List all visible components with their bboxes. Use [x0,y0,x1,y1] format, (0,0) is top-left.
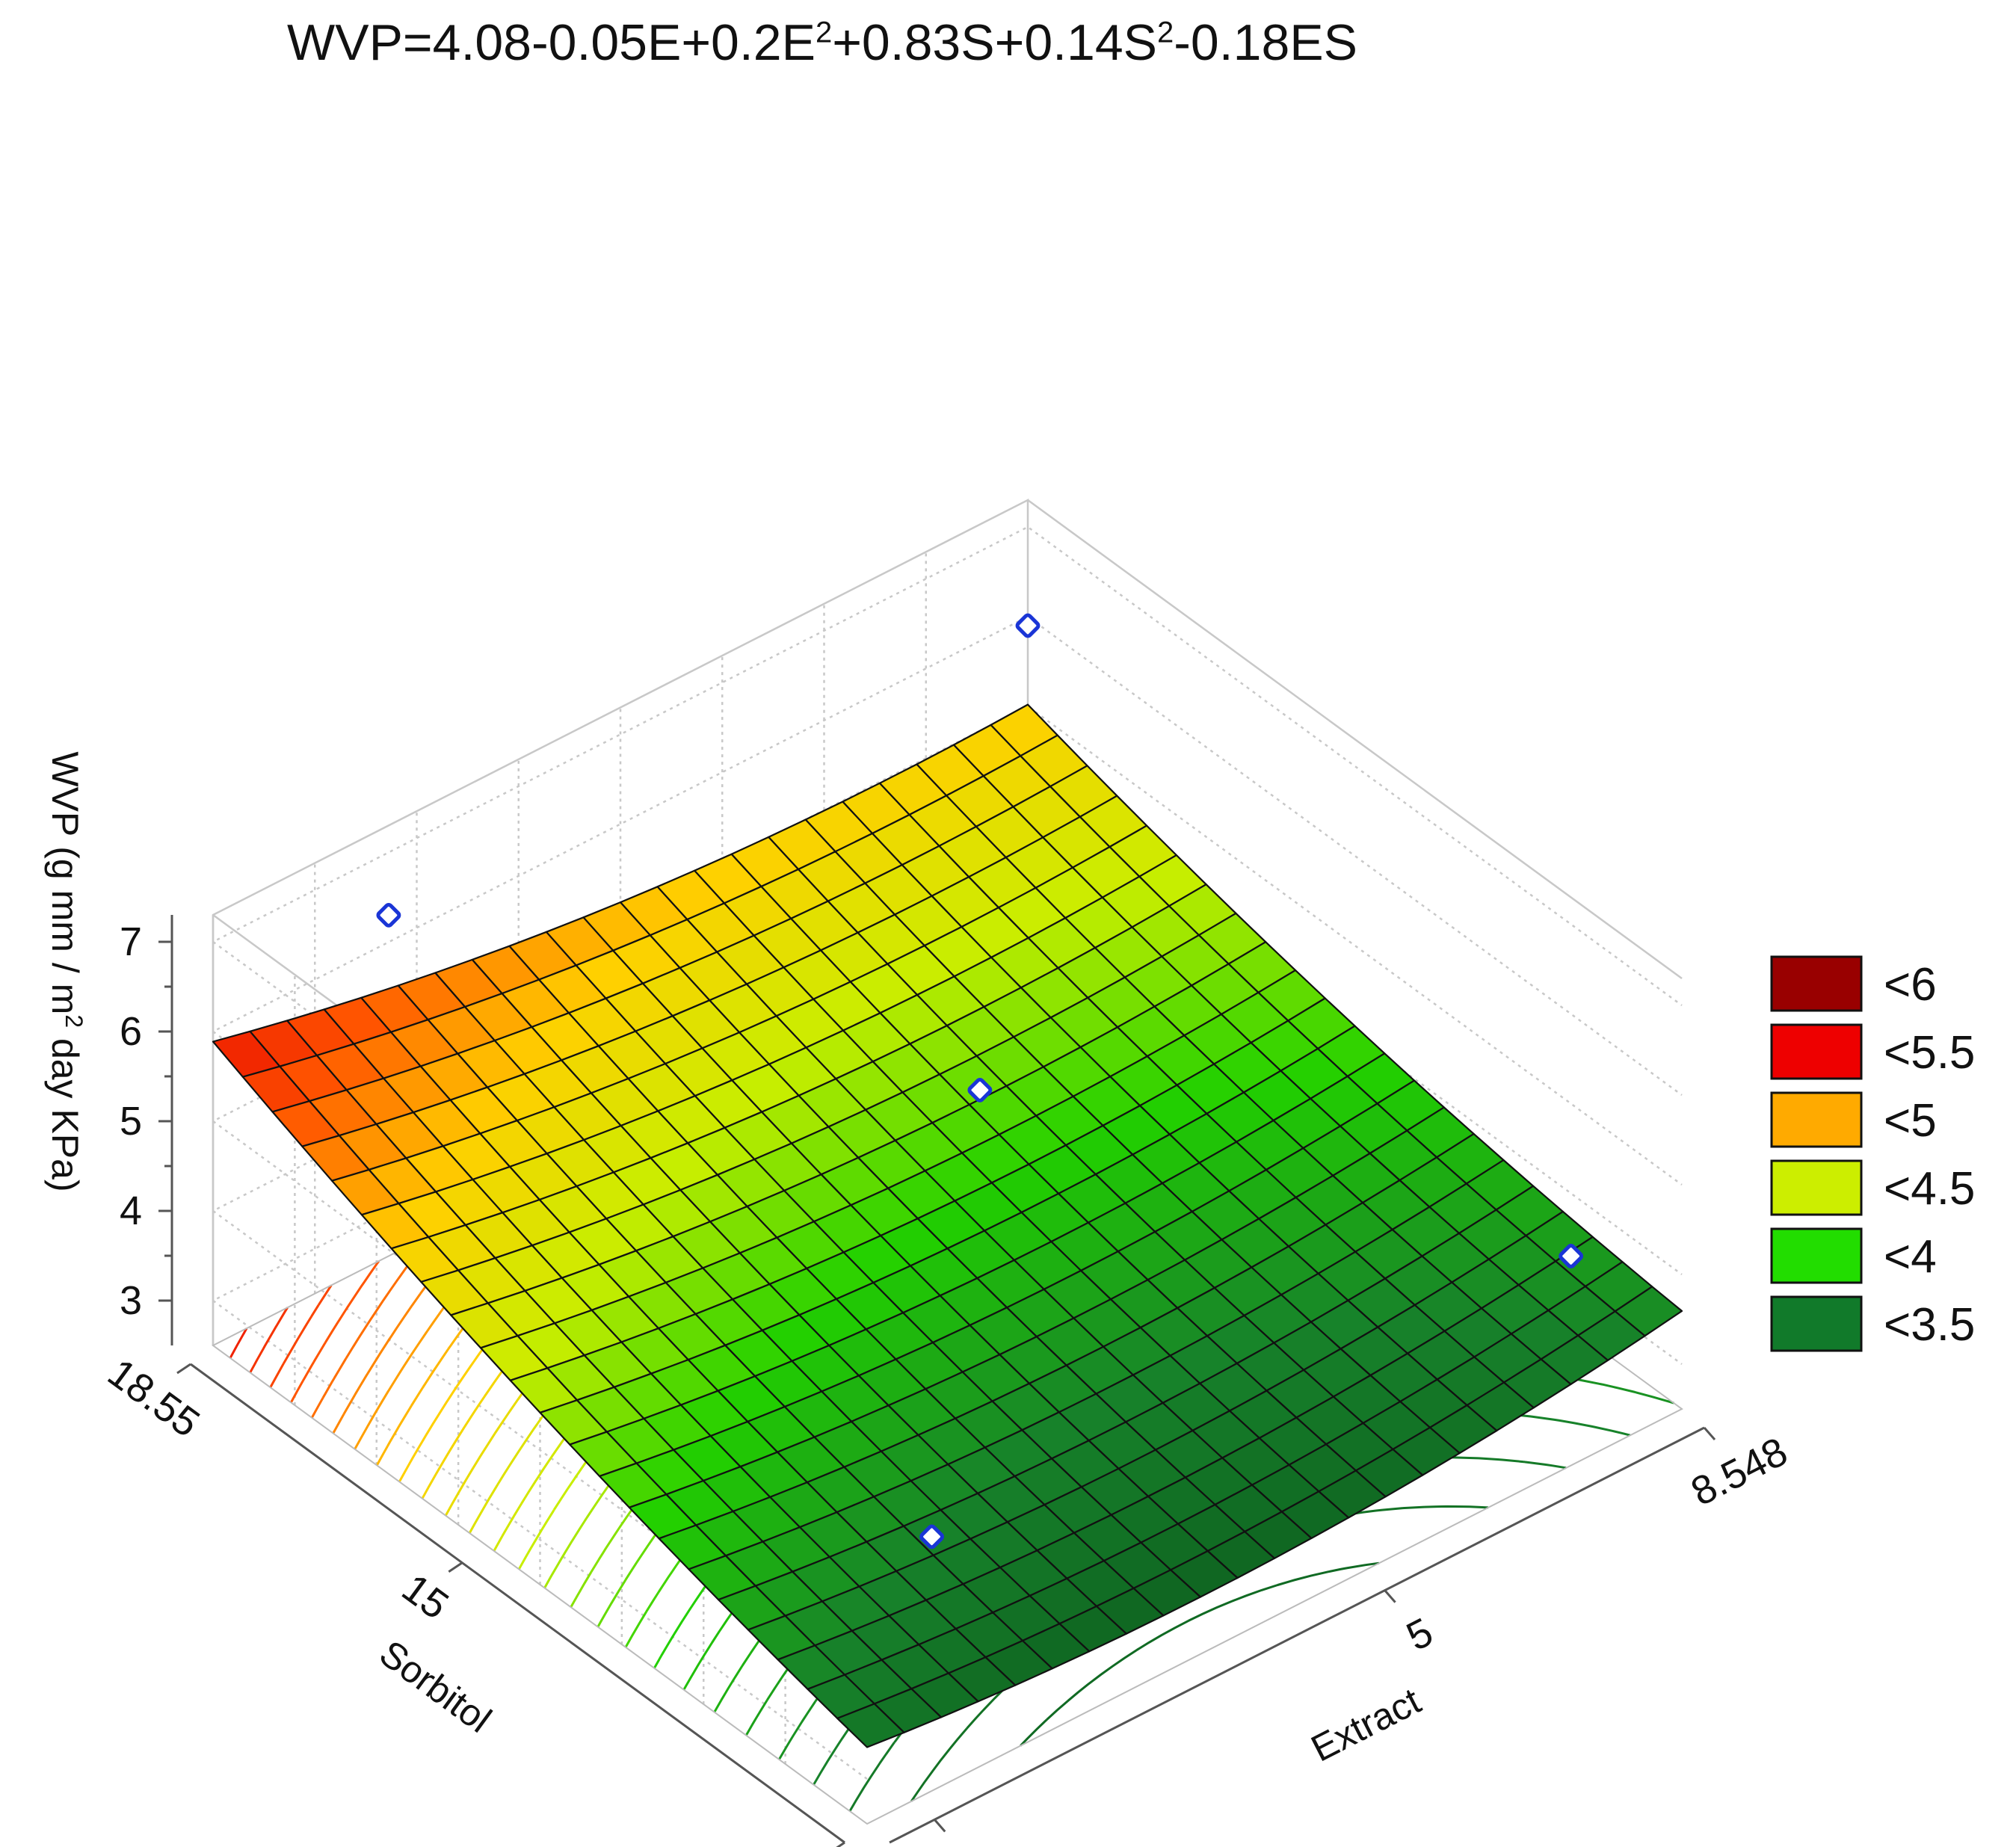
z-tick-label: 5 [120,1099,142,1144]
legend-swatch [1770,955,1863,1012]
z-tick-label: 4 [120,1188,142,1233]
contour-line [249,1307,289,1374]
legend-label: <3.5 [1884,1299,1975,1351]
extract-tick-mark [1384,1589,1396,1603]
contour-line [1020,1561,1380,1747]
legend-label: <5.5 [1884,1027,1975,1079]
sorbitol-axis-label: Sorbitol [372,1632,499,1741]
extract-tick-mark [934,1819,946,1833]
extract-tick-mark [1703,1427,1716,1440]
extract-tick-label: 0 [949,1839,990,1847]
extract-tick-label: 8.548 [1684,1429,1795,1515]
sorbitol-tick-mark [448,1561,463,1573]
data-point [919,1524,944,1550]
sorbitol-tick-mark [836,1841,845,1847]
contour-line [269,1284,333,1388]
legend-label: <5 [1884,1095,1937,1147]
legend-swatch [1770,1023,1863,1080]
legend-swatch [1770,1159,1863,1216]
sorbitol-axis-line [190,1363,845,1844]
extract-axis-label: Extract [1304,1680,1427,1770]
contour-line [229,1328,248,1359]
data-point [1559,1244,1584,1268]
data-point [967,1077,993,1103]
legend-swatch [1770,1091,1863,1148]
extract-axis-line [889,1426,1705,1844]
surface-cell [836,1703,905,1748]
wall-outline [1027,499,1683,980]
data-point [1015,613,1041,638]
z-axis-label: WVP (g mm / m2 day KPa) [44,751,87,1191]
chart-title: WVP=4.08-0.05E+0.2E2+0.83S+0.14S2-0.18ES [287,14,1357,71]
extract-tick-label: 5 [1399,1609,1440,1659]
z-tick-label: 3 [120,1278,142,1323]
legend: <6 <5.5 <5 <4.5 <4 <3.5 [1770,955,1975,1352]
response-surface [212,613,1683,1748]
legend-label: <4 [1884,1231,1937,1283]
z-tick-label: 7 [120,919,142,964]
data-point [376,902,401,928]
legend-label: <4.5 [1884,1163,1975,1215]
legend-label: <6 [1884,959,1937,1011]
legend-swatch [1770,1227,1863,1284]
contour-line [289,1260,380,1404]
z-tick-label: 6 [120,1009,142,1054]
legend-swatch [1770,1295,1863,1352]
sorbitol-tick-mark [176,1363,191,1375]
sorbitol-tick-label: 15 [394,1565,457,1628]
